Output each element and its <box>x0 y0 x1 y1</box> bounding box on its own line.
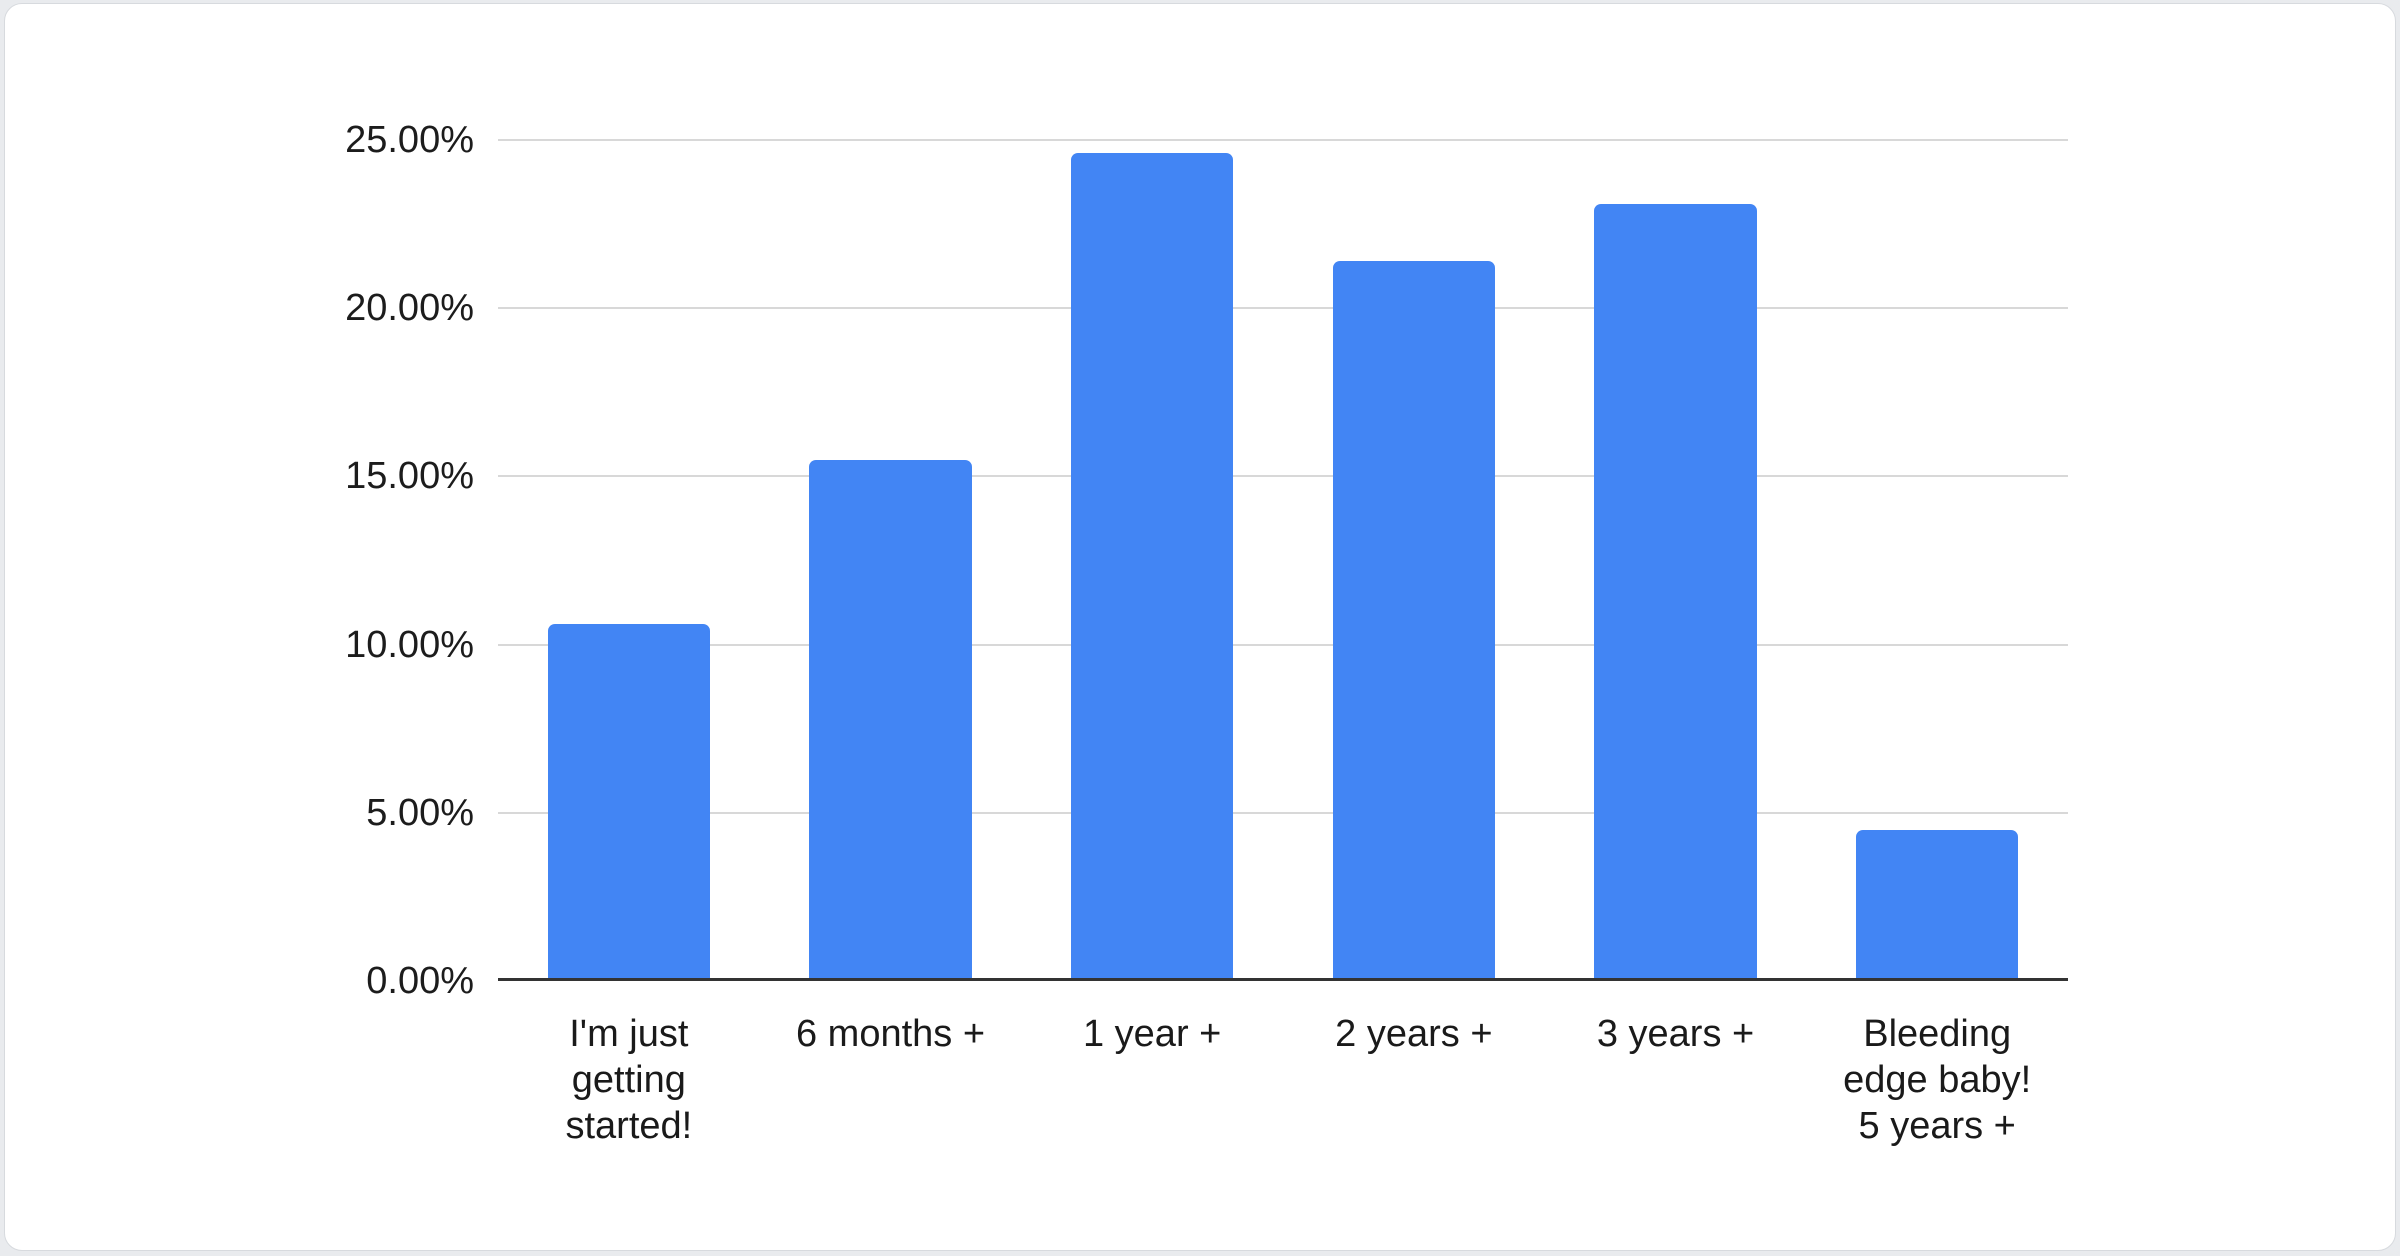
x-axis-line <box>498 978 2068 981</box>
bar-slot <box>498 140 760 981</box>
bar[interactable] <box>809 459 972 981</box>
y-tick-label: 5.00% <box>366 791 474 834</box>
y-tick-label: 25.00% <box>345 119 474 161</box>
gridline <box>498 475 2068 478</box>
gridline <box>498 307 2068 310</box>
gridline <box>498 643 2068 646</box>
x-category-label: I'm just getting started! <box>565 1013 693 1147</box>
x-category-label: Bleeding edge baby! 5 years + <box>1843 1013 2032 1147</box>
x-axis-labels: I'm just getting started! 6 months + 1 yea… <box>498 1011 2068 1149</box>
x-category-label: 6 months + <box>795 1013 986 1055</box>
chart-card: 0.00% 5.00% 10.00% 15.00% 20.00% 25.00% I'm j… <box>4 3 2396 1251</box>
bar[interactable] <box>1594 203 1757 981</box>
x-category-label: 1 year + <box>1082 1013 1222 1055</box>
bar-slot <box>1021 140 1283 981</box>
x-category-label: 3 years + <box>1596 1013 1755 1055</box>
y-tick-label: 15.00% <box>345 455 474 498</box>
y-tick-label: 10.00% <box>345 623 474 666</box>
bar[interactable] <box>1856 829 2019 981</box>
bar[interactable] <box>1332 261 1495 981</box>
bar[interactable] <box>1071 153 1234 981</box>
gridline <box>498 139 2068 141</box>
bar-slot <box>1545 140 1807 981</box>
y-tick-label: 20.00% <box>345 287 474 330</box>
bar-slot <box>760 140 1022 981</box>
gridline <box>498 811 2068 814</box>
bar[interactable] <box>547 624 710 981</box>
bar-slot <box>1806 140 2068 981</box>
y-tick-label: 0.00% <box>366 960 474 1002</box>
x-category-label: 2 years + <box>1335 1013 1493 1055</box>
bar-slot <box>1283 140 1545 981</box>
plot-area: 0.00% 5.00% 10.00% 15.00% 20.00% 25.00% <box>345 121 2068 1000</box>
bars-row <box>498 140 2068 981</box>
